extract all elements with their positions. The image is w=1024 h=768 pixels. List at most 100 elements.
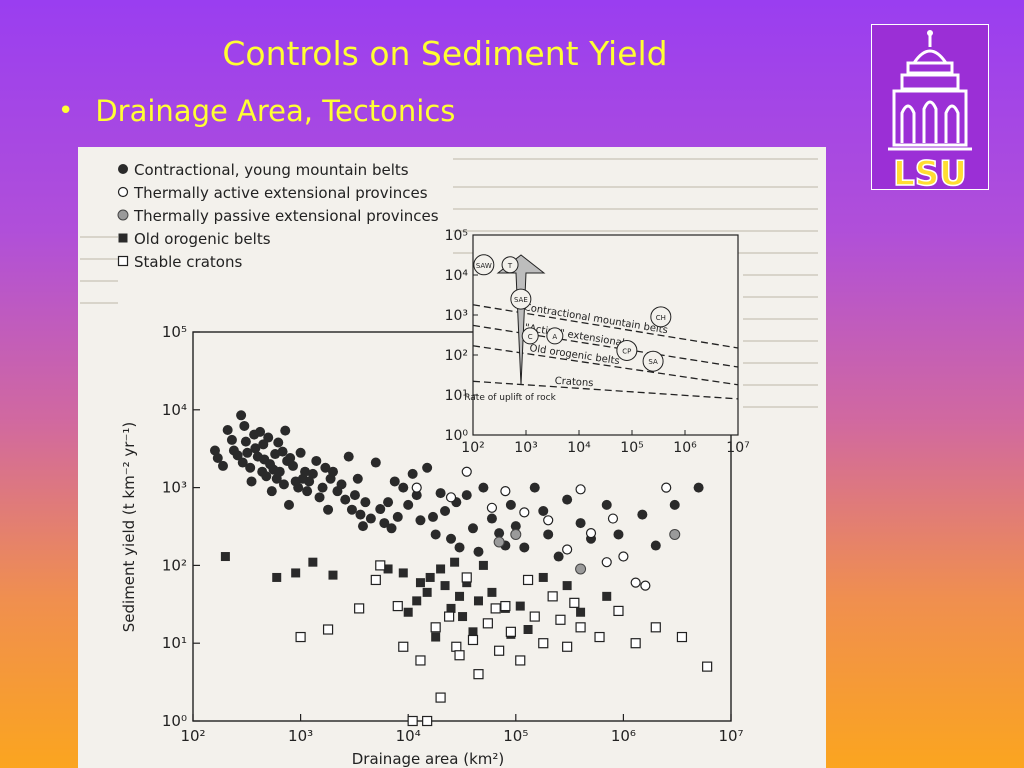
filled-square-point [425, 572, 435, 582]
inset-site-label: A [552, 333, 557, 341]
filled-circle-point [430, 529, 441, 540]
main-x-tick-label: 10³ [288, 727, 313, 745]
main-data-points [209, 410, 713, 727]
filled-circle-point [637, 509, 648, 520]
inset-y-tick-label: 10³ [445, 308, 468, 324]
main-y-tick-label: 10⁵ [162, 323, 187, 341]
lsu-logo: LSU [871, 24, 989, 190]
filled-circle-point [236, 410, 247, 421]
inset-site-label: SAE [514, 296, 528, 304]
filled-circle-point [266, 486, 277, 497]
filled-circle-point [295, 447, 306, 458]
inset-y-tick-label: 10⁰ [445, 428, 469, 444]
open-square-point [467, 634, 479, 646]
open-circle-point [562, 544, 573, 555]
filled-circle-point [467, 523, 478, 534]
filled-circle-point [613, 529, 624, 540]
open-circle-point [445, 492, 457, 503]
filled-circle-point [280, 425, 291, 436]
open-square-point [392, 600, 403, 612]
filled-circle-point [446, 533, 457, 544]
open-square-point [569, 597, 580, 608]
filled-circle-point [349, 490, 360, 501]
filled-circle-point [693, 482, 704, 493]
filled-square-point [478, 560, 488, 570]
filled-circle-point [283, 499, 294, 510]
open-square-point [398, 641, 409, 652]
filled-circle-point [346, 504, 357, 515]
inset-site-circle [510, 288, 532, 310]
filled-circle-point [250, 443, 261, 454]
inset-site-circle [521, 327, 539, 345]
filled-circle-point [435, 488, 446, 499]
filled-circle-point [273, 437, 284, 448]
filled-circle-point [300, 466, 311, 477]
open-circle-point [486, 502, 498, 513]
filled-circle-point [411, 490, 422, 501]
filled-square-point [446, 603, 456, 613]
filled-circle-point [226, 434, 237, 445]
filled-square-point [515, 601, 525, 611]
open-square-point [515, 655, 526, 666]
filled-circle-point [212, 453, 223, 464]
inset-x-tick-label: 10⁴ [567, 440, 591, 456]
filled-circle-point [311, 455, 322, 466]
filled-circle-point [340, 494, 351, 505]
open-circle-point [411, 482, 422, 493]
filled-circle-point [355, 509, 366, 520]
bullet-item: • Drainage Area, Tectonics [58, 94, 455, 128]
filled-circle-point [360, 497, 371, 508]
filled-circle-point [237, 457, 248, 468]
filled-square-point [440, 581, 450, 591]
open-square-point [435, 692, 446, 703]
main-plot-frame [192, 331, 732, 722]
grey-circle-point [575, 563, 587, 575]
main-y-tick-label: 10⁴ [162, 401, 187, 419]
main-y-tick-label: 10¹ [162, 634, 187, 652]
inset-x-tick-label: 10² [461, 440, 484, 456]
inset-site-label: CP [622, 347, 631, 355]
open-square-point [522, 574, 534, 586]
open-square-point [575, 622, 586, 633]
open-circle-point [461, 466, 472, 477]
filled-square-point [468, 627, 478, 637]
open-square-point [454, 650, 465, 661]
inset-site-label: SAW [476, 262, 492, 270]
legend-filled-circle-swatch [118, 164, 128, 174]
filled-circle-point [505, 499, 516, 510]
open-circle-point [585, 528, 597, 539]
filled-circle-point [217, 460, 228, 471]
main-y-tick-label: 10³ [162, 479, 187, 497]
filled-circle-point [379, 518, 390, 529]
open-square-point [500, 600, 511, 612]
open-square-point [461, 572, 472, 583]
open-circle-point [607, 513, 619, 524]
filled-circle-point [519, 542, 530, 553]
open-circle-point [519, 507, 530, 518]
inset-y-tick-label: 10⁵ [445, 228, 468, 244]
open-square-point [676, 631, 688, 643]
inset-trend-line [472, 304, 739, 349]
inset-x-tick-label: 10⁵ [620, 440, 643, 456]
filled-circle-point [440, 506, 451, 517]
open-square-point [473, 669, 484, 680]
filled-circle-point [389, 476, 400, 487]
filled-square-point [403, 607, 413, 617]
inset-x-tick-label: 10⁷ [726, 440, 749, 456]
inset-trend-line [472, 345, 739, 386]
filled-circle-point [529, 482, 540, 493]
lsu-logo-text: LSU [893, 154, 967, 189]
filled-circle-point [314, 492, 325, 503]
filled-square-point [412, 596, 422, 606]
filled-circle-point [261, 471, 272, 482]
legend-grey-circle-swatch [117, 209, 129, 221]
inset-x-tick-label: 10³ [514, 440, 537, 456]
filled-circle-point [222, 424, 233, 435]
filled-circle-point [538, 506, 549, 517]
filled-circle-point [473, 546, 484, 557]
filled-circle-point [352, 473, 363, 484]
filled-square-point [462, 578, 472, 588]
open-square-point [370, 574, 381, 586]
legend-open-circle-swatch [117, 186, 129, 198]
filled-circle-point [307, 468, 318, 479]
